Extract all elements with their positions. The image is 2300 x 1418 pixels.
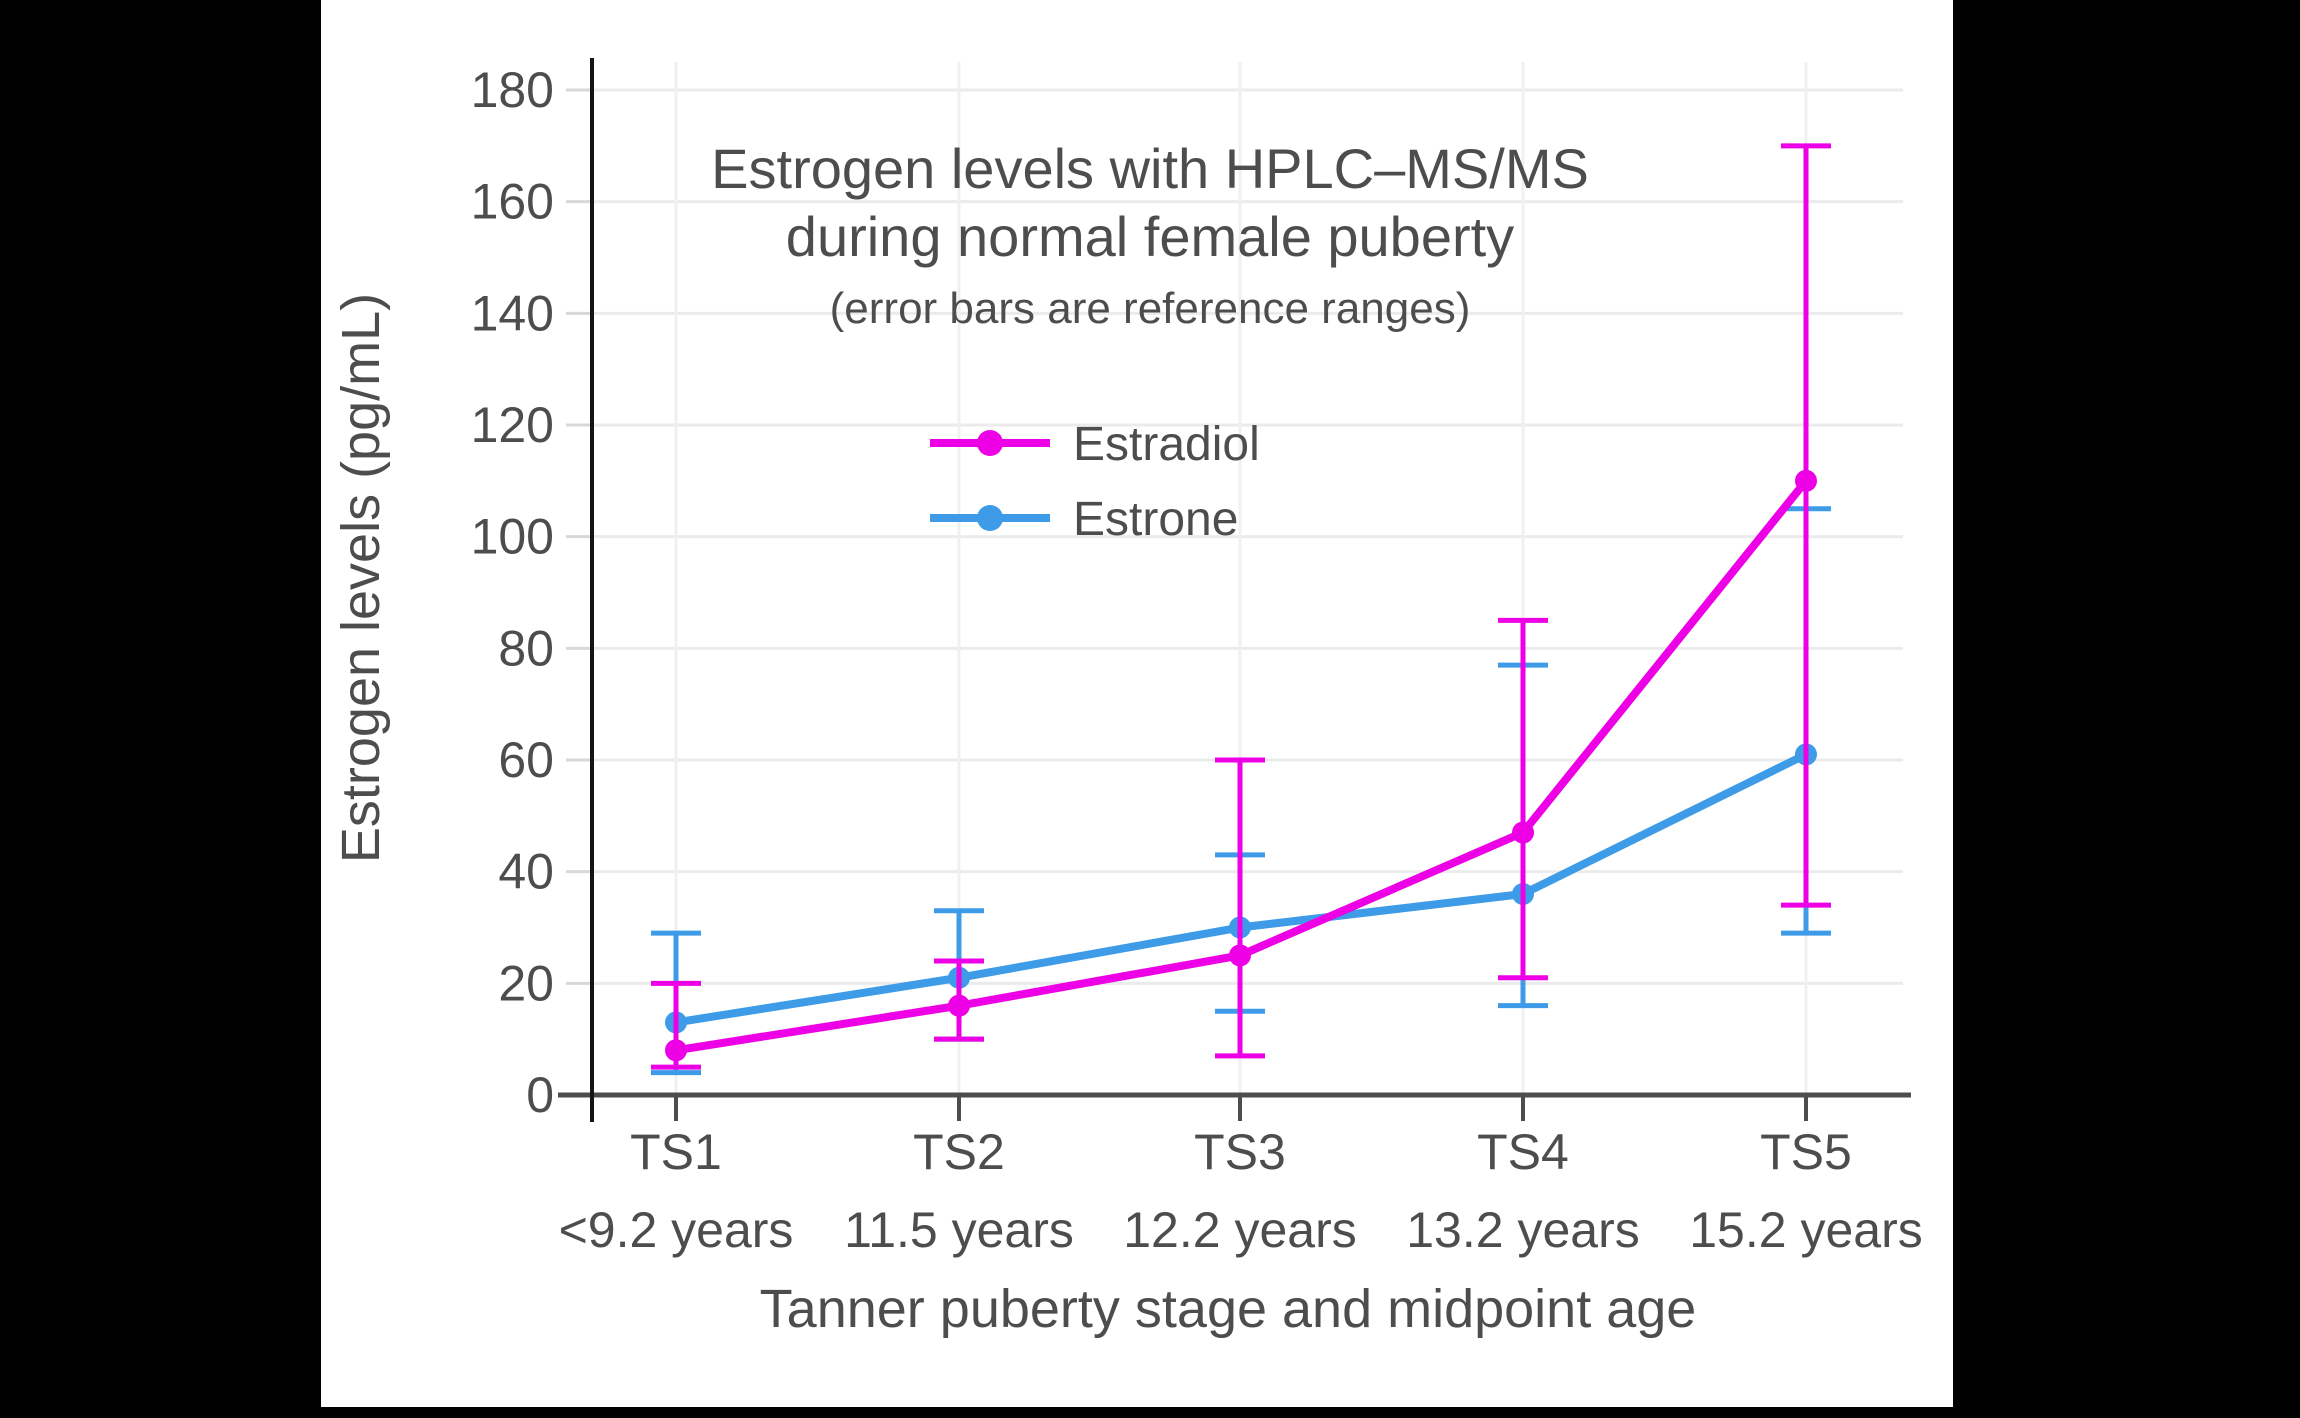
y-tick-label: 160 <box>471 174 554 230</box>
x-tick-sublabel: 11.5 years <box>844 1202 1074 1258</box>
legend-marker <box>977 505 1003 531</box>
y-tick-label: 80 <box>498 620 554 676</box>
data-point-estradiol-ts1 <box>665 1039 687 1062</box>
y-tick-label: 140 <box>471 285 554 341</box>
legend-label: Estrone <box>1073 493 1238 546</box>
y-tick-label: 20 <box>498 955 554 1011</box>
y-axis-title: Estrogen levels (pg/mL) <box>331 293 391 863</box>
y-tick-label: 100 <box>471 509 554 565</box>
y-tick-label: 180 <box>471 62 554 118</box>
series-estradiol <box>651 143 1831 1070</box>
estrogen-levels-chart: 0 20 40 60 80 100 120 140 160 180 TS1 <9.2 years TS2… <box>331 58 1923 1339</box>
x-tick-label: TS4 <box>1477 1124 1569 1180</box>
chart-subtitle: (error bars are reference ranges) <box>830 284 1471 333</box>
x-tick-label: TS3 <box>1194 1124 1286 1180</box>
data-point-estradiol-ts2 <box>948 994 970 1017</box>
x-tick-sublabel: 13.2 years <box>1406 1202 1639 1258</box>
error-bar <box>1781 143 1831 908</box>
x-tick-label: TS2 <box>913 1124 1005 1180</box>
y-tick-label: 60 <box>498 732 554 788</box>
legend-label: Estradiol <box>1073 418 1260 471</box>
legend-item-estradiol[interactable]: Estradiol <box>930 418 1260 471</box>
x-tick-sublabel: 12.2 years <box>1123 1202 1356 1258</box>
gridlines: 0 20 40 60 80 100 120 140 160 180 <box>471 62 1903 1123</box>
x-tick-label: TS5 <box>1760 1124 1852 1180</box>
chart-title-line2: during normal female puberty <box>786 205 1514 268</box>
data-point-estradiol-ts5 <box>1795 469 1817 492</box>
legend-item-estrone[interactable]: Estrone <box>930 493 1238 546</box>
error-bar <box>1498 617 1548 981</box>
chart-figure: 0 20 40 60 80 100 120 140 160 180 TS1 <9.2 years TS2… <box>321 0 1953 1407</box>
data-point-estradiol-ts4 <box>1512 821 1534 844</box>
error-bar <box>1215 757 1265 1059</box>
x-axis-title: Tanner puberty stage and midpoint age <box>760 1279 1697 1339</box>
x-tick-sublabel: 15.2 years <box>1689 1202 1922 1258</box>
y-tick-label: 120 <box>471 397 554 453</box>
chart-title-line1: Estrogen levels with HPLC–MS/MS <box>711 137 1589 200</box>
x-tick-label: TS1 <box>630 1124 722 1180</box>
y-tick-label: 40 <box>498 844 554 900</box>
y-tick-label: 0 <box>526 1067 554 1123</box>
data-point-estradiol-ts3 <box>1229 944 1251 967</box>
legend-marker <box>977 430 1003 456</box>
x-tick-sublabel: <9.2 years <box>559 1202 794 1258</box>
